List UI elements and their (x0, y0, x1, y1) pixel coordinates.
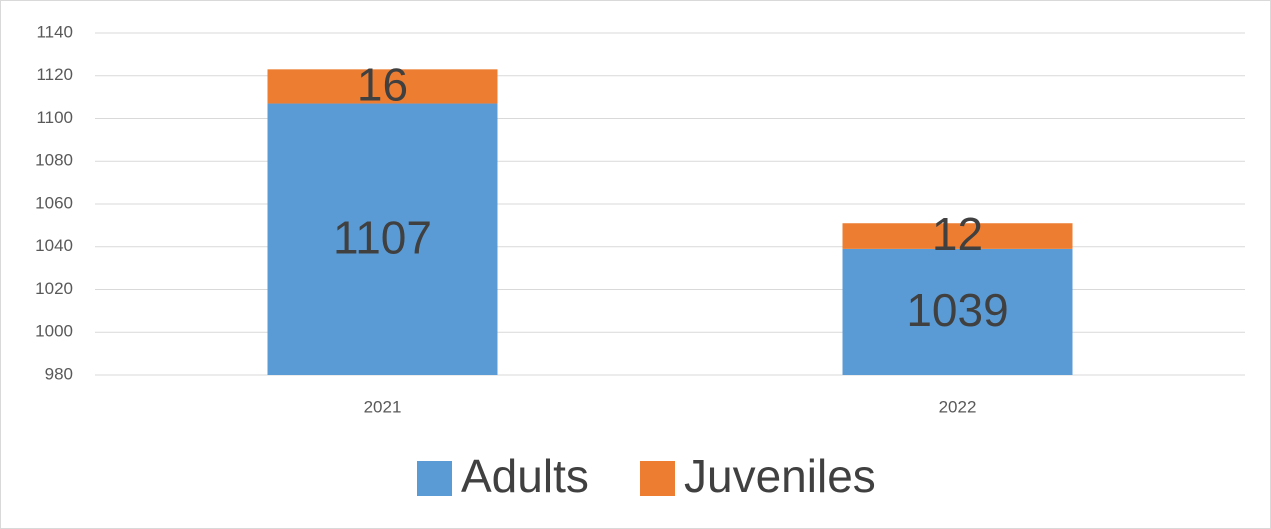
legend-swatch (417, 461, 452, 496)
y-tick-label: 1020 (35, 279, 73, 298)
y-tick-label: 1140 (36, 22, 73, 41)
bar-segment (267, 103, 498, 375)
y-tick-label: 1000 (35, 322, 73, 341)
x-tick-label: 2022 (939, 397, 977, 416)
bar-segment (842, 223, 1073, 249)
y-tick-label: 1060 (35, 193, 73, 212)
y-tick-label: 1100 (36, 108, 73, 127)
data-label: 1107 (333, 211, 432, 263)
data-label: 1039 (906, 284, 1008, 336)
x-tick-label: 2021 (364, 397, 402, 416)
data-label: 12 (932, 208, 983, 260)
y-tick-label: 1080 (35, 151, 73, 170)
legend-label: Adults (461, 450, 589, 502)
legend-swatch (640, 461, 675, 496)
legend-label: Juveniles (684, 450, 876, 502)
y-tick-label: 980 (45, 364, 73, 383)
data-label: 16 (357, 59, 408, 111)
y-tick-label: 1040 (35, 236, 73, 255)
bar-segment (842, 248, 1073, 375)
y-tick-label: 1120 (36, 65, 73, 84)
bar-segment (267, 69, 498, 104)
